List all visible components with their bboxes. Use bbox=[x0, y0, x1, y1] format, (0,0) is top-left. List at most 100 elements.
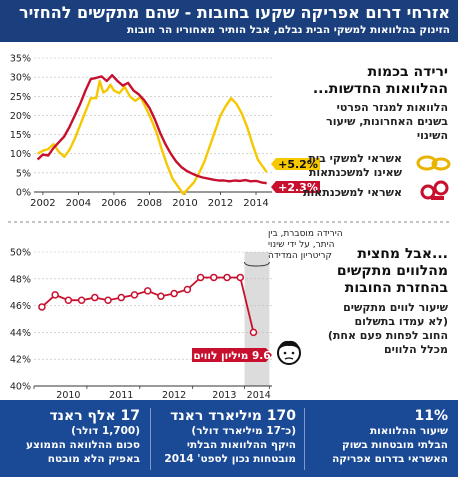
stat1-value: 11% bbox=[414, 408, 448, 424]
section2-title-1: ...אבל מחצית bbox=[357, 246, 448, 262]
data-point bbox=[51, 291, 59, 299]
footer-stats: 11% שיעור ההלוואות הבלתי מובטחות בשוק הא… bbox=[0, 400, 458, 477]
section2-desc-3: החוב לפחות פעם אחת) bbox=[327, 329, 448, 342]
stat2-line1: (כ־17 מיליארד דולר) bbox=[191, 425, 296, 437]
section2-text: ...אבל מחצית מהלווים מתקשים בהחזרת החובו… bbox=[298, 246, 448, 357]
stat1-line2: הבלתי מובטחות בשוק bbox=[342, 439, 448, 451]
section2-title-2: מהלווים מתקשים bbox=[336, 263, 448, 279]
section2-desc-1: שיעור לווים מתקשים bbox=[343, 301, 448, 314]
section1-desc-3: השינוי bbox=[416, 129, 448, 142]
x-tick-label: 2014 bbox=[243, 198, 268, 209]
section2-title-3: בהחזרת החובות bbox=[344, 280, 448, 296]
badge-borrowers-shape bbox=[192, 348, 272, 362]
data-point bbox=[130, 291, 139, 299]
y-tick-label: 50% bbox=[10, 248, 31, 259]
x-tick-label: 2010 bbox=[56, 390, 80, 400]
x-tick-label: 2014 bbox=[247, 390, 271, 400]
section1-desc-1: הלוואות למגזר הפרטי bbox=[336, 101, 448, 114]
key-icon-bow bbox=[433, 180, 449, 196]
y-tick-label: 35% bbox=[10, 54, 31, 65]
key-icon-bow bbox=[420, 184, 436, 200]
stat3-line1: (1,700 דולר) bbox=[71, 425, 140, 437]
data-point bbox=[143, 287, 152, 295]
page-subtitle: הזינוק בהלוואות למשקי הבית נבלם, אבל הות… bbox=[127, 24, 450, 36]
stat1-line1: שיעור ההלוואות bbox=[369, 425, 448, 437]
y-tick-label: 25% bbox=[10, 92, 31, 103]
ring-icon-band bbox=[416, 155, 438, 171]
data-point bbox=[117, 293, 126, 302]
ring-icon bbox=[416, 155, 451, 171]
stat3-line2: סכום ההלוואה הממוצע bbox=[25, 439, 140, 451]
section1-title-2: ההלוואות החדשות... bbox=[312, 81, 448, 97]
data-point bbox=[183, 285, 192, 294]
x-tick-label: 2006 bbox=[101, 198, 126, 209]
stat1-line3: האשראי בדרום אפריקה bbox=[332, 453, 448, 465]
person-icon-mouth bbox=[284, 357, 294, 360]
person-icon-eye bbox=[283, 351, 287, 355]
data-point bbox=[170, 289, 178, 298]
x-tick-label: 2012 bbox=[208, 198, 233, 209]
x-tick-label: 2011 bbox=[109, 390, 133, 400]
data-point bbox=[104, 296, 112, 304]
footer-divider bbox=[304, 408, 305, 470]
data-point bbox=[196, 273, 205, 282]
charts-canvas: 0% 5% 10% 15% 20% 25% 30% 35% 2002 2004 2006 2008 20… bbox=[8, 54, 451, 400]
ring-icon-band bbox=[431, 157, 451, 171]
y-tick-label: 46% bbox=[10, 301, 31, 312]
data-point bbox=[77, 296, 86, 304]
section2-desc-2: (לא עמדו בתשלום bbox=[354, 315, 448, 328]
x-tick-label: 2013 bbox=[212, 390, 236, 400]
legend-red: אשראי למשכנתאות bbox=[292, 186, 402, 200]
person-icon bbox=[277, 340, 301, 365]
stat2-line2: היקף ההלוואות הבלתי bbox=[186, 439, 296, 451]
y-tick-label: 15% bbox=[10, 130, 31, 141]
series-line-mortgage bbox=[36, 74, 267, 185]
stat3-line3: באפיק הלא מובטח bbox=[47, 453, 140, 465]
data-point bbox=[64, 296, 73, 304]
data-point bbox=[223, 273, 231, 282]
badge-mortgage: +2.3% bbox=[278, 181, 318, 194]
x-tick-label: 2010 bbox=[172, 198, 197, 209]
data-point bbox=[249, 328, 258, 337]
series-line-non-mortgage bbox=[37, 79, 268, 196]
stat-average-loan: 17 אלף ראנד (1,700 דולר) סכום ההלוואה המ… bbox=[8, 408, 140, 466]
data-point bbox=[157, 292, 165, 300]
data-point bbox=[210, 273, 218, 282]
section1-title-1: ירידה בכמות bbox=[367, 64, 448, 80]
key-icon bbox=[420, 180, 449, 200]
data-point bbox=[91, 293, 99, 302]
section1-text: ירידה בכמות ההלוואות החדשות... הלוואות ל… bbox=[298, 64, 448, 143]
annotation-bracket bbox=[243, 261, 270, 267]
data-point bbox=[38, 303, 46, 311]
legend-red-label: אשראי למשכנתאות bbox=[302, 186, 402, 199]
x-tick-label: 2002 bbox=[30, 198, 55, 209]
y-tick-label: 20% bbox=[10, 111, 31, 122]
y-tick-label: 42% bbox=[10, 355, 31, 366]
stat3-value: 17 אלף ראנד bbox=[49, 408, 140, 424]
legend-yellow-label-1: אשראי למשקי בית bbox=[308, 152, 402, 165]
data-point bbox=[236, 273, 245, 282]
person-icon-hair bbox=[278, 340, 300, 351]
x-tick-label: 2008 bbox=[137, 198, 162, 209]
series-line-distressed bbox=[41, 276, 255, 333]
key-icon-blade bbox=[431, 196, 444, 200]
y-tick-label: 48% bbox=[10, 274, 31, 285]
stat2-line3: מובטחות נכון לספט' 2014 bbox=[164, 453, 296, 465]
highlight-band bbox=[244, 252, 270, 386]
y-tick-label: 5% bbox=[16, 168, 31, 179]
y-tick-label: 30% bbox=[10, 73, 31, 84]
legend-yellow: אשראי למשקי בית שאינו למשכנתאות bbox=[292, 152, 402, 180]
badge-non-mortgage: +5.2% bbox=[278, 158, 318, 171]
y-tick-label: 10% bbox=[10, 149, 31, 160]
annotation-line-2: היתר, על ידי שינוי bbox=[268, 240, 335, 250]
annotation-line-3: קריטריון המדידה bbox=[268, 251, 332, 261]
y-tick-label: 0% bbox=[16, 188, 31, 199]
footer-divider bbox=[150, 408, 151, 470]
annotation-line-1: הירידה מוסברת, בין bbox=[268, 229, 343, 239]
legend-yellow-label-2: שאינו למשכנתאות bbox=[308, 166, 402, 179]
section1-desc-2: בשנים האחרונות, שיעור bbox=[326, 115, 448, 128]
stat-unsecured-volume: 170 מיליארד ראנד (כ־17 מיליארד דולר) היק… bbox=[156, 408, 296, 466]
badge-borrowers: 9.6 מיליון לווים bbox=[193, 350, 270, 362]
y-tick-label: 40% bbox=[10, 382, 31, 393]
